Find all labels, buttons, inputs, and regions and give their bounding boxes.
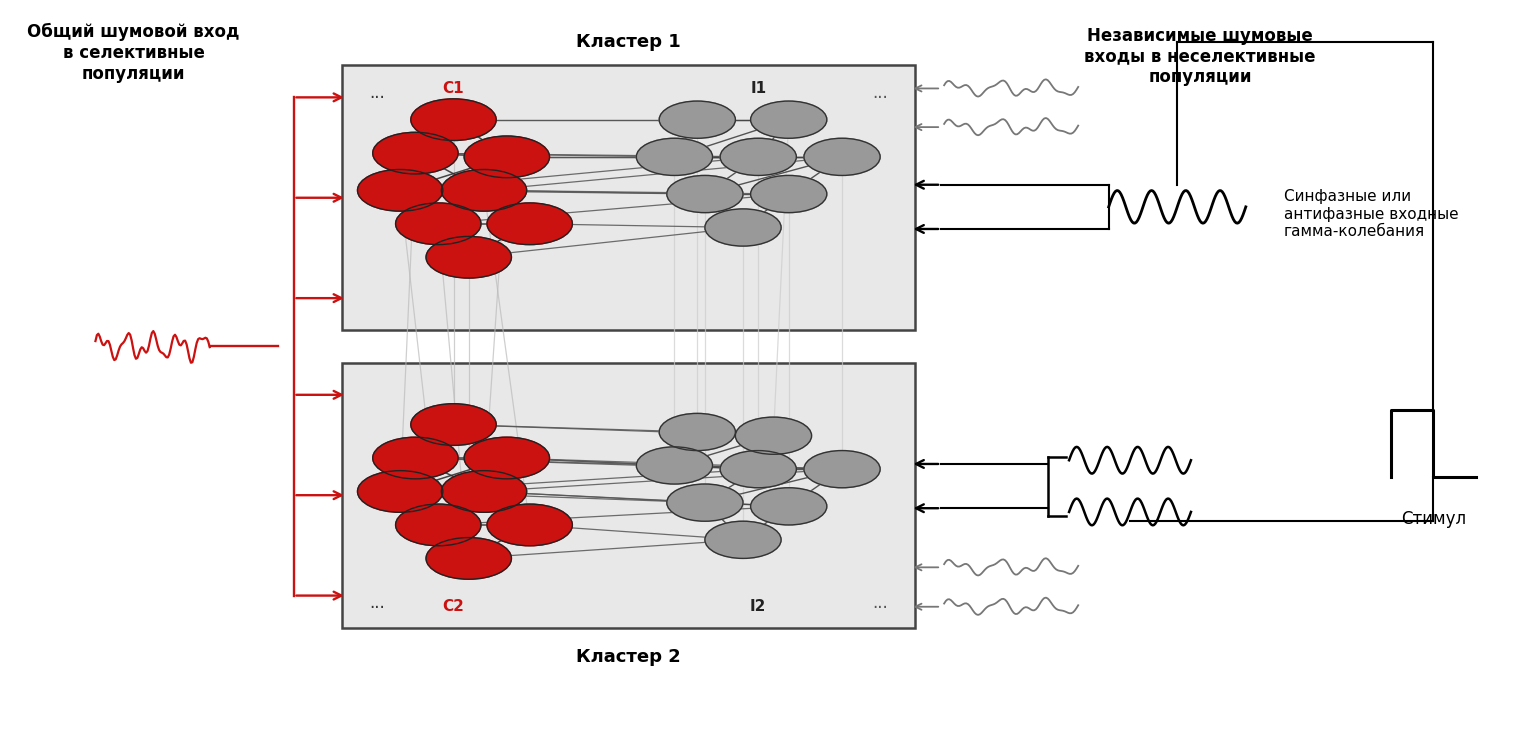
Circle shape — [373, 133, 458, 174]
Circle shape — [636, 139, 713, 175]
Circle shape — [464, 136, 550, 177]
Text: ...: ... — [872, 594, 888, 612]
Circle shape — [425, 538, 511, 579]
Circle shape — [751, 101, 826, 139]
Circle shape — [487, 504, 573, 546]
Circle shape — [659, 101, 736, 139]
Circle shape — [667, 484, 743, 522]
Text: Стимул: Стимул — [1401, 510, 1465, 528]
Circle shape — [464, 437, 550, 479]
Circle shape — [441, 471, 527, 513]
Text: Синфазные или
антифазные входные
гамма-колебания: Синфазные или антифазные входные гамма-к… — [1284, 189, 1459, 239]
Text: C1: C1 — [442, 81, 464, 96]
Circle shape — [705, 522, 782, 559]
Circle shape — [396, 504, 481, 546]
Circle shape — [425, 236, 511, 278]
Text: ...: ... — [872, 84, 888, 102]
Circle shape — [751, 488, 826, 525]
Text: ...: ... — [370, 594, 386, 612]
Circle shape — [803, 451, 880, 488]
Circle shape — [736, 417, 811, 454]
Text: I2: I2 — [750, 599, 766, 614]
Circle shape — [487, 203, 573, 244]
Text: Кластер 2: Кластер 2 — [576, 647, 680, 665]
Text: Независимые шумовые
входы в неселективные
популяции: Независимые шумовые входы в неселективны… — [1084, 27, 1316, 86]
Circle shape — [659, 413, 736, 451]
Circle shape — [720, 139, 796, 175]
Circle shape — [396, 203, 481, 244]
Circle shape — [410, 99, 496, 141]
FancyBboxPatch shape — [343, 66, 915, 330]
Circle shape — [358, 471, 442, 513]
Text: ...: ... — [370, 84, 386, 102]
Circle shape — [373, 437, 458, 479]
Circle shape — [751, 175, 826, 212]
Text: Кластер 1: Кластер 1 — [576, 34, 680, 51]
Circle shape — [720, 451, 796, 488]
Circle shape — [705, 209, 782, 246]
Circle shape — [441, 170, 527, 211]
Circle shape — [636, 447, 713, 484]
Circle shape — [803, 139, 880, 175]
Circle shape — [358, 170, 442, 211]
Text: Общий шумовой вход
в селективные
популяции: Общий шумовой вход в селективные популяц… — [28, 23, 240, 83]
Circle shape — [410, 404, 496, 446]
Text: C2: C2 — [442, 599, 464, 614]
Text: I1: I1 — [750, 81, 766, 96]
Circle shape — [667, 175, 743, 212]
FancyBboxPatch shape — [343, 363, 915, 627]
